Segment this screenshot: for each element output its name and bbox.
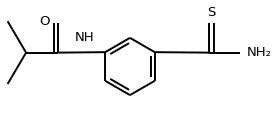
- Text: O: O: [40, 15, 50, 28]
- Text: NH₂: NH₂: [247, 46, 272, 59]
- Text: S: S: [207, 6, 216, 19]
- Text: NH: NH: [74, 31, 94, 44]
